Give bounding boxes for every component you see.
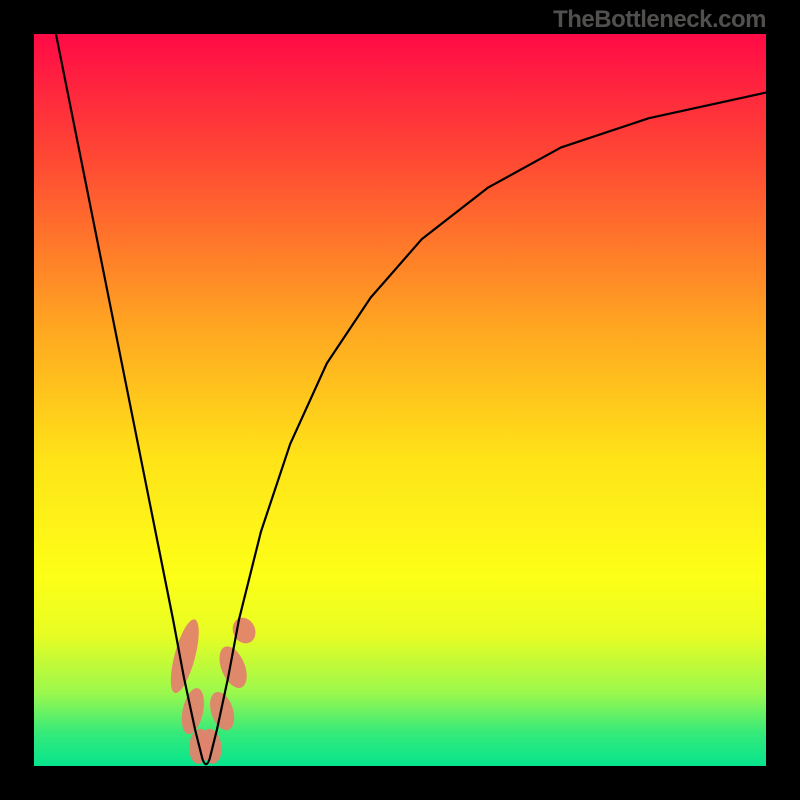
plot-area <box>34 34 766 766</box>
watermark-text: TheBottleneck.com <box>553 6 766 34</box>
bottleneck-chart-svg <box>34 34 766 766</box>
gradient-background <box>34 34 766 766</box>
chart-frame: TheBottleneck.com <box>0 0 800 800</box>
